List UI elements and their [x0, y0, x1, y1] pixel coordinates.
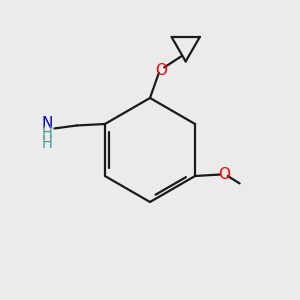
Text: H: H — [42, 126, 52, 141]
Text: H: H — [42, 136, 52, 151]
Text: N: N — [41, 116, 53, 130]
Text: O: O — [155, 63, 167, 78]
Text: O: O — [218, 167, 230, 182]
